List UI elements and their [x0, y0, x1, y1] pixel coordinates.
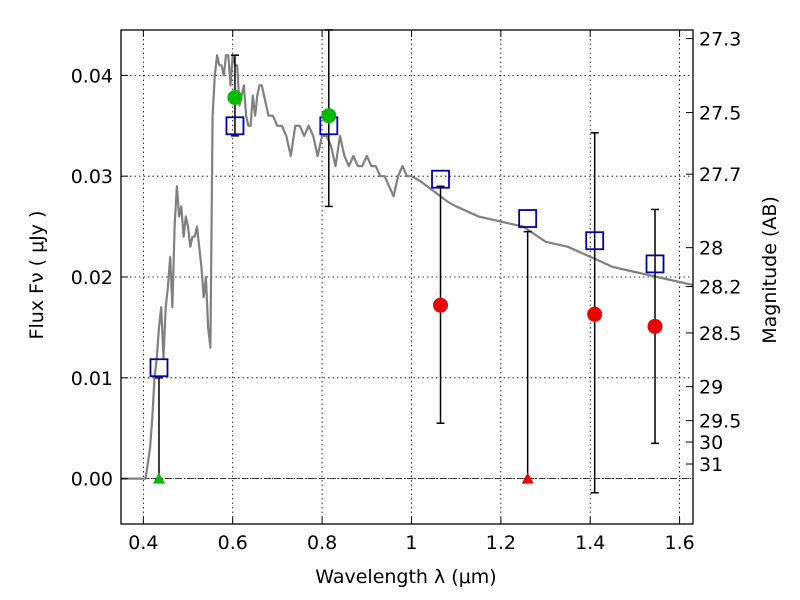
observed-flux-point	[433, 297, 449, 313]
axis-ticks: 0.4 0.6 0.8 1 1.2 1.4 1.6 0.00 0.01 0.02 0.03 0.04 2…	[71, 29, 742, 554]
y-axis-left-title: Flux Fν ( μJy )	[26, 211, 48, 340]
y-tick-label: 0.01	[71, 368, 113, 390]
x-tick-label: 1.2	[486, 532, 516, 554]
model-flux-square	[585, 231, 605, 251]
y-tick-label: 0.02	[71, 267, 113, 289]
plot-series	[121, 29, 694, 494]
x-tick-label: 0.6	[218, 532, 248, 554]
x-tick-label: 0.4	[128, 532, 158, 554]
observed-flux-point	[647, 318, 663, 334]
observed-flux-point	[587, 306, 603, 322]
magnitude-tick-label: 27.3	[699, 29, 741, 51]
y-tick-label: 0.03	[71, 166, 113, 188]
x-tick-label: 1.4	[575, 532, 605, 554]
x-tick-label: 0.8	[307, 532, 337, 554]
model-flux-square	[149, 358, 169, 378]
x-tick-label: 1.6	[664, 532, 694, 554]
model-flux-square	[431, 169, 450, 189]
magnitude-tick-label: 29	[699, 377, 723, 399]
y-axis-right-title: Magnitude (AB)	[759, 196, 781, 344]
model-flux-square	[225, 116, 245, 136]
magnitude-tick-label: 28	[699, 238, 723, 260]
magnitude-tick-label: 28.5	[699, 323, 741, 345]
magnitude-tick-label: 31	[699, 454, 723, 476]
magnitude-tick-label: 28.2	[699, 277, 741, 299]
upper-limit-triangle	[152, 472, 165, 484]
x-axis-title: Wavelength λ (μm)	[315, 566, 496, 588]
observed-flux-point	[321, 108, 337, 124]
x-tick-label: 1	[405, 532, 417, 554]
model-flux-square	[645, 254, 665, 274]
y-tick-label: 0.00	[71, 469, 113, 491]
magnitude-tick-label: 27.5	[699, 103, 741, 125]
sed-template-line	[121, 54, 694, 480]
model-flux-square	[518, 209, 538, 228]
y-tick-label: 0.04	[71, 65, 113, 87]
magnitude-tick-label: 27.7	[699, 164, 741, 186]
observed-flux-point	[227, 90, 243, 106]
upper-limit-triangle	[521, 472, 534, 484]
magnitude-tick-label: 29.5	[699, 411, 741, 433]
magnitude-tick-label: 30	[699, 432, 723, 454]
